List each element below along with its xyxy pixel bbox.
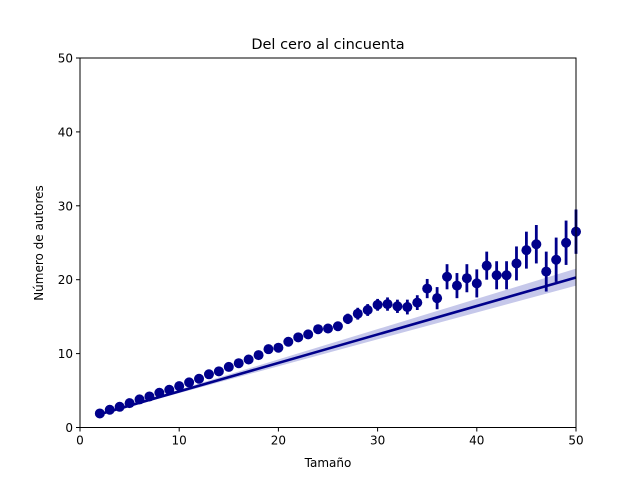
data-point	[243, 354, 254, 365]
data-point	[303, 329, 314, 340]
data-point	[442, 271, 453, 282]
data-point	[263, 344, 274, 355]
data-point	[521, 245, 532, 256]
x-tick-label: 20	[271, 434, 286, 448]
data-point	[491, 270, 502, 281]
data-point	[541, 266, 552, 277]
data-point	[372, 299, 383, 310]
data-point	[124, 398, 135, 409]
data-point	[184, 377, 195, 388]
y-tick-label: 0	[65, 421, 73, 435]
points-layer	[94, 226, 581, 419]
data-point	[233, 358, 244, 369]
data-point	[392, 301, 403, 312]
data-point	[561, 237, 572, 248]
regression-line-layer	[99, 276, 577, 416]
data-point	[451, 280, 462, 291]
data-point	[471, 278, 482, 289]
data-point	[283, 336, 294, 347]
x-axis-ticks: 0 10 20 30 40 50	[76, 427, 584, 448]
y-axis-label: Número de autores	[32, 185, 46, 301]
x-tick-label: 0	[76, 434, 84, 448]
data-point	[144, 391, 155, 402]
y-tick-label: 20	[58, 273, 73, 287]
x-tick-label: 10	[172, 434, 187, 448]
data-point	[223, 361, 234, 372]
data-point	[104, 404, 115, 415]
data-point	[203, 369, 214, 380]
data-point	[114, 401, 125, 412]
data-point	[481, 260, 492, 271]
data-point	[422, 283, 433, 294]
data-point	[313, 324, 324, 335]
data-point	[461, 273, 472, 284]
data-point	[194, 373, 205, 384]
plot-area-frame	[79, 57, 577, 428]
regression-line	[99, 276, 577, 416]
x-tick-label: 30	[370, 434, 385, 448]
data-point	[531, 239, 542, 250]
data-point	[293, 332, 304, 343]
data-point	[511, 258, 522, 269]
data-point	[164, 384, 175, 395]
data-point	[253, 350, 264, 361]
data-point	[402, 302, 413, 313]
y-tick-label: 30	[58, 199, 73, 213]
data-point	[213, 366, 224, 377]
data-point	[362, 304, 373, 315]
data-point	[94, 408, 105, 419]
x-axis-label: Tamaño	[304, 456, 352, 470]
data-point	[432, 293, 443, 304]
data-point	[352, 308, 363, 319]
data-point	[134, 394, 145, 405]
errorbar-layer	[98, 209, 578, 415]
y-tick-label: 40	[58, 125, 73, 139]
data-point	[551, 254, 562, 265]
chart-title: Del cero al cincuenta	[251, 37, 404, 53]
data-point	[174, 381, 185, 392]
x-tick-label: 40	[469, 434, 484, 448]
data-point	[501, 270, 512, 281]
y-tick-label: 50	[58, 52, 73, 66]
data-point	[382, 299, 393, 310]
confidence-band	[99, 268, 576, 415]
data-point	[154, 387, 165, 398]
data-point	[273, 342, 284, 353]
confidence-band-layer	[99, 268, 576, 415]
y-tick-label: 10	[58, 347, 73, 361]
y-axis-ticks: 0 10 20 30 40 50	[58, 52, 80, 435]
x-tick-label: 50	[568, 434, 583, 448]
data-point	[412, 297, 423, 308]
data-point	[332, 321, 343, 332]
data-point	[342, 313, 353, 324]
data-point	[323, 323, 333, 334]
